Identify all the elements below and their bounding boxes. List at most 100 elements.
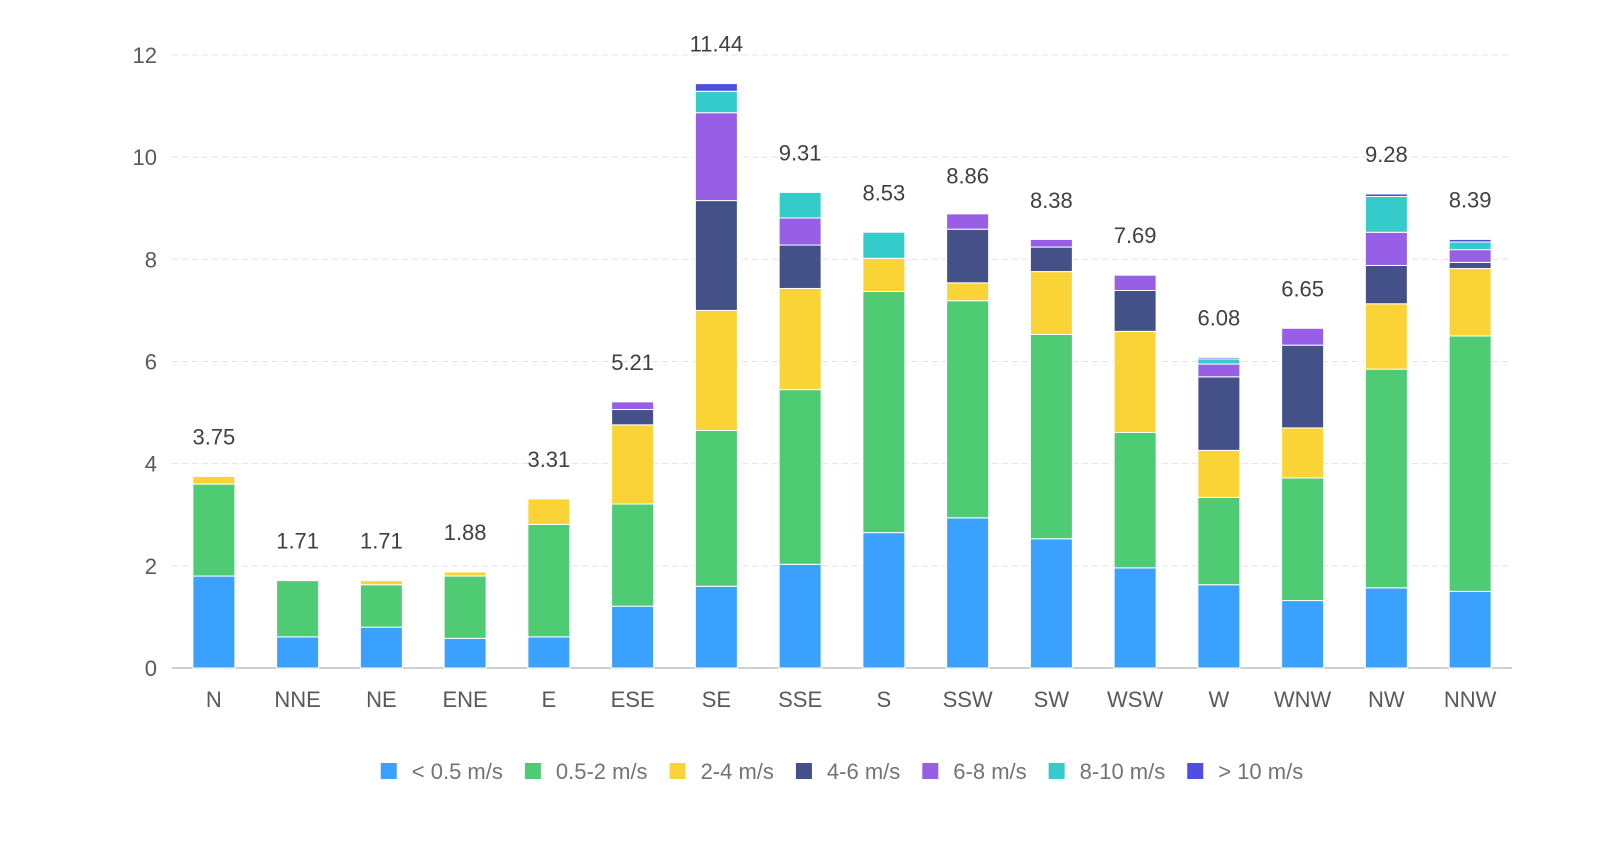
- legend-label: < 0.5 m/s: [412, 759, 503, 784]
- bars: [192, 83, 1492, 669]
- x-tick-label: N: [206, 687, 222, 712]
- bar-segment: [1281, 327, 1325, 346]
- bar-stack-ne: [359, 580, 403, 669]
- legend-swatch: [669, 763, 686, 779]
- legend-item[interactable]: 0.5-2 m/s: [524, 759, 648, 784]
- bar-segment: [946, 517, 990, 669]
- legend-item[interactable]: 6-8 m/s: [922, 759, 1027, 784]
- x-tick-label: E: [542, 687, 557, 712]
- bar-segment: [1448, 335, 1492, 592]
- bar-stack-s: [862, 231, 906, 669]
- bar-segment: [443, 575, 487, 639]
- bar-segment: [1113, 567, 1157, 669]
- bar-segment: [1364, 587, 1408, 669]
- legend-swatch: [795, 763, 812, 779]
- bar-segment: [778, 191, 822, 219]
- bar-segment: [1029, 538, 1073, 669]
- x-tick-label: NW: [1368, 687, 1405, 712]
- bar-segment: [527, 523, 571, 638]
- y-tick-label: 12: [133, 43, 157, 68]
- legend-item[interactable]: 8-10 m/s: [1048, 759, 1166, 784]
- legend-label: 0.5-2 m/s: [556, 759, 648, 784]
- bar-segment: [443, 637, 487, 669]
- bar-segment: [1364, 196, 1408, 233]
- bar-segment: [611, 424, 655, 505]
- bar-segment: [1364, 264, 1408, 305]
- bar-segment: [1448, 249, 1492, 263]
- bar-total-label: 8.53: [862, 180, 905, 205]
- bar-stack-nne: [276, 580, 320, 669]
- bar-total-label: 7.69: [1114, 223, 1157, 248]
- bar-stack-wnw: [1281, 327, 1325, 669]
- legend-item[interactable]: 4-6 m/s: [795, 759, 900, 784]
- bar-segment: [862, 257, 906, 293]
- bar-segment: [778, 287, 822, 391]
- y-axis: 0 2 4 6 8 10 12: [133, 43, 157, 681]
- bar-segment: [694, 585, 738, 669]
- bar-segment: [1448, 238, 1492, 243]
- bar-total-label: 6.65: [1281, 276, 1324, 301]
- legend-item[interactable]: 2-4 m/s: [669, 759, 774, 784]
- bar-segment: [527, 636, 571, 669]
- bar-total-label: 8.39: [1449, 187, 1492, 212]
- x-tick-label: S: [877, 687, 892, 712]
- y-tick-label: 4: [145, 452, 157, 477]
- bar-segment: [1029, 271, 1073, 335]
- legend-swatch: [922, 763, 939, 779]
- bar-segment: [1113, 432, 1157, 569]
- x-tick-label: NNW: [1444, 687, 1497, 712]
- bar-total-label: 1.71: [360, 529, 403, 554]
- bar-segment: [1197, 584, 1241, 669]
- x-tick-label: WSW: [1107, 687, 1163, 712]
- y-tick-label: 8: [145, 247, 157, 272]
- x-tick-label: SSE: [778, 687, 822, 712]
- legend-item[interactable]: > 10 m/s: [1187, 759, 1303, 784]
- bar-segment: [694, 429, 738, 587]
- y-tick-label: 0: [145, 656, 157, 681]
- legend-label: 6-8 m/s: [953, 759, 1026, 784]
- bar-segment: [1029, 238, 1073, 248]
- bar-segment: [1364, 368, 1408, 589]
- legend-swatch: [1048, 763, 1065, 779]
- bar-segment: [1197, 376, 1241, 451]
- bar-segment: [1448, 268, 1492, 337]
- x-tick-label: ESE: [611, 687, 655, 712]
- bar-segment: [1113, 274, 1157, 291]
- bar-segment: [1197, 363, 1241, 378]
- bar-total-label: 6.08: [1197, 305, 1240, 330]
- bar-segment: [1197, 496, 1241, 586]
- bar-segment: [862, 231, 906, 259]
- legend-label: 4-6 m/s: [827, 759, 900, 784]
- bar-total-label: 1.71: [276, 529, 319, 554]
- bar-segment: [694, 309, 738, 431]
- bar-segment: [1029, 246, 1073, 273]
- bar-segment: [192, 575, 236, 669]
- bar-segment: [694, 112, 738, 202]
- bar-segment: [1364, 303, 1408, 370]
- bar-stack-wsw: [1113, 274, 1157, 669]
- legend-label: > 10 m/s: [1218, 759, 1303, 784]
- legend-label: 8-10 m/s: [1080, 759, 1166, 784]
- bar-total-label: 9.28: [1365, 142, 1408, 167]
- bar-segment: [276, 636, 320, 669]
- legend-item[interactable]: < 0.5 m/s: [380, 759, 503, 784]
- bar-segment: [694, 83, 738, 92]
- x-tick-label: SSW: [943, 687, 993, 712]
- x-tick-label: NNE: [274, 687, 320, 712]
- bar-total-label: 3.75: [192, 424, 235, 449]
- bar-stack-nw: [1364, 193, 1408, 669]
- bar-segment: [1281, 427, 1325, 479]
- bar-segment: [1113, 330, 1157, 434]
- bar-segment: [611, 401, 655, 411]
- bar-segment: [694, 90, 738, 114]
- bar-segment: [862, 532, 906, 669]
- bar-segment: [778, 563, 822, 669]
- bar-segment: [694, 200, 738, 311]
- bar-stack-sse: [778, 191, 822, 669]
- bar-segment: [778, 244, 822, 289]
- bar-segment: [192, 475, 236, 485]
- x-axis: N NNE NE ENE E ESE SE SSE S SSW SW WSW W WNW NW NNW: [206, 687, 1497, 712]
- bar-total-label: 11.44: [690, 32, 743, 57]
- bar-total-label: 1.88: [444, 520, 487, 545]
